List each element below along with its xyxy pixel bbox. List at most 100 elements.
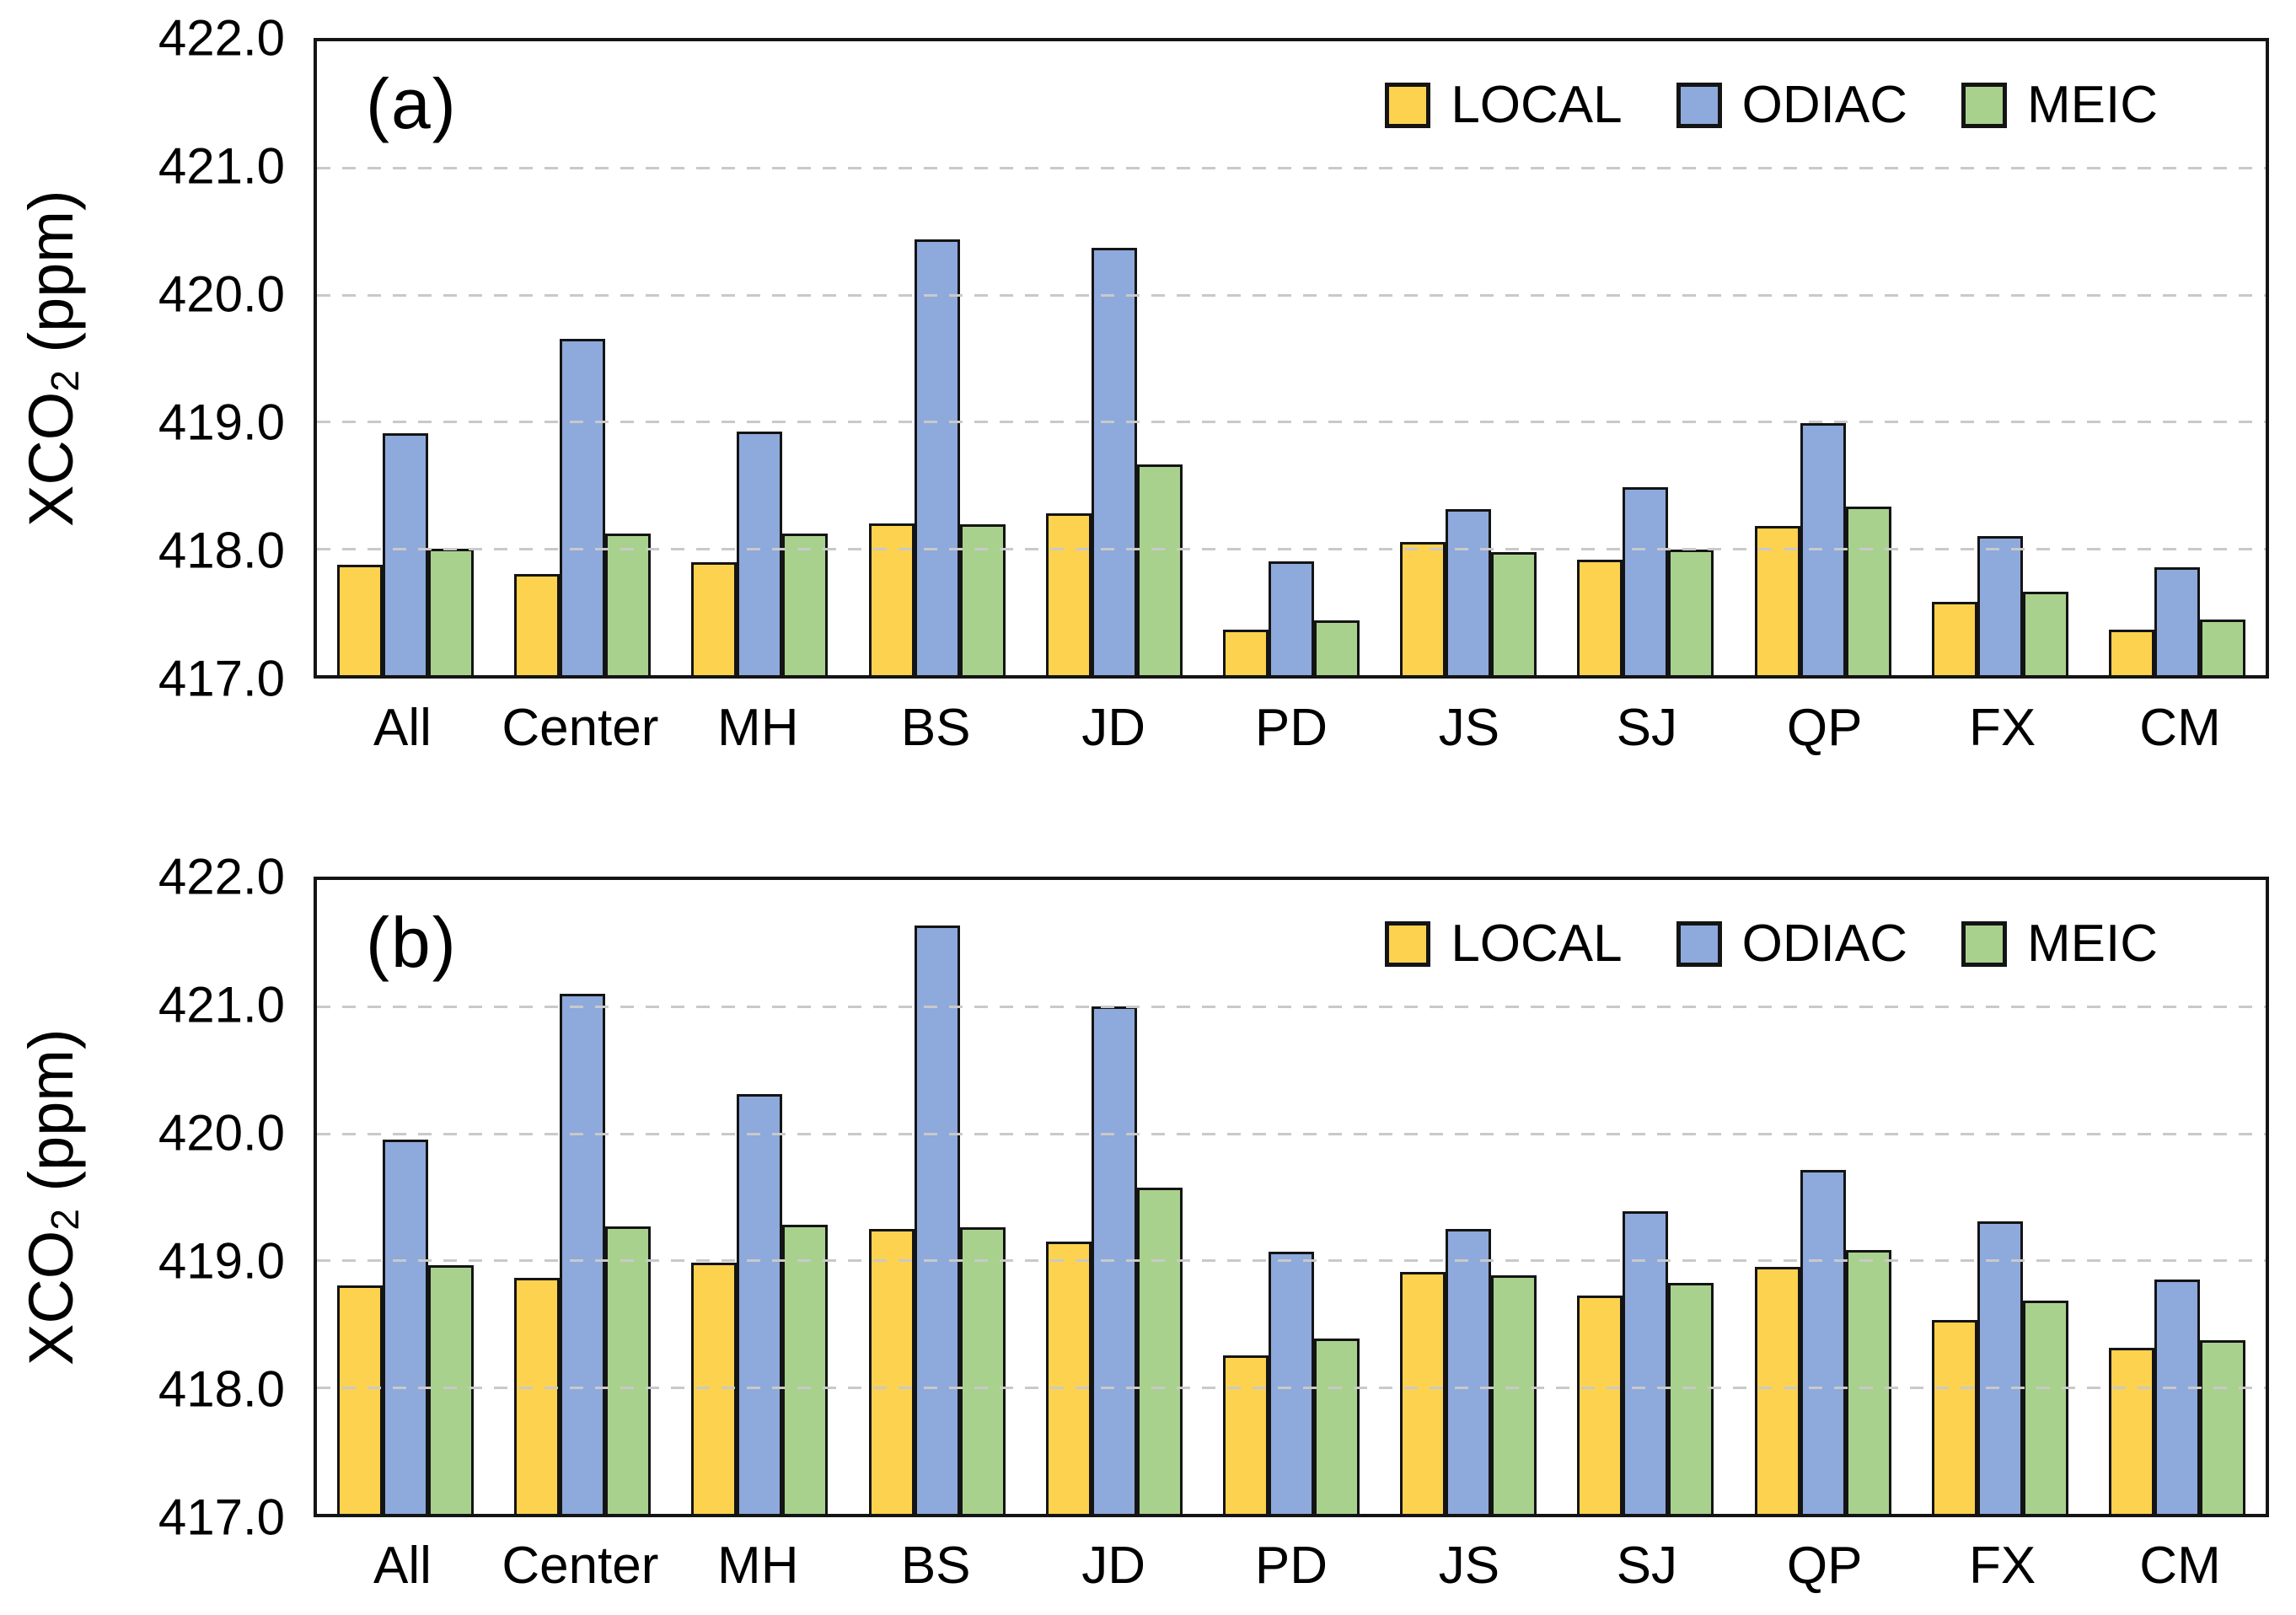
x-axis-ticks: All Center MH BS JD PD JS SJ QP FX CM	[314, 1536, 2269, 1596]
bar-local-mh	[691, 562, 738, 675]
bar-meic-js	[1491, 552, 1537, 675]
panel-b: XCO2 (ppm) 422.0 421.0 420.0 419.0 418.0 417.…	[0, 808, 2296, 1615]
plot-area: (a) LOCAL ODIAC MEIC	[314, 38, 2269, 679]
legend-label: MEIC	[2027, 915, 2158, 973]
bar-local-all	[337, 1285, 384, 1514]
bar-local-bs	[868, 523, 915, 675]
x-tick-label-center: Center	[502, 1537, 659, 1595]
gridline	[317, 1386, 2266, 1389]
bar-odiac-sj	[1623, 487, 1669, 675]
x-tick-label-pd: PD	[1254, 1537, 1328, 1595]
bar-meic-cm	[2199, 1339, 2245, 1514]
bar-local-fx	[1931, 1319, 1977, 1514]
legend-label: ODIAC	[1741, 76, 1907, 134]
bar-meic-js	[1491, 1275, 1537, 1514]
bar-meic-pd	[1314, 620, 1360, 675]
x-tick-label-center: Center	[502, 699, 659, 757]
panel-a: XCO2 (ppm) 422.0 421.0 420.0 419.0 418.0 417.…	[16, 10, 2269, 757]
bar-odiac-sj	[1623, 1210, 1669, 1514]
plot-area: (b) LOCAL ODIAC MEIC	[314, 877, 2269, 1517]
bar-meic-pd	[1314, 1339, 1360, 1514]
bar-meic-cm	[2199, 619, 2245, 675]
bar-meic-qp	[1845, 1250, 1891, 1514]
y-tick-label: 418.0	[158, 522, 285, 579]
x-tick-label-mh: MH	[717, 1537, 799, 1595]
y-tick-label: 422.0	[158, 848, 285, 905]
bar-odiac-fx	[1977, 535, 2023, 675]
bar-group-center	[494, 880, 671, 1514]
bar-group-pd	[1203, 880, 1380, 1514]
bar-local-cm	[2108, 629, 2154, 675]
bar-odiac-bs	[914, 926, 960, 1514]
bar-local-center	[514, 1278, 561, 1514]
legend-item-meic: MEIC	[1961, 75, 2158, 135]
legend-swatch-odiac	[1676, 82, 1722, 128]
x-tick-label-cm: CM	[2139, 699, 2221, 757]
legend-swatch-meic	[1961, 82, 2007, 128]
y-tick-label: 418.0	[158, 1360, 285, 1418]
bar-group-pd	[1203, 41, 1380, 675]
bar-group-all	[317, 41, 494, 675]
panel-label: (a)	[366, 64, 458, 143]
y-axis-ticks: 422.0 421.0 420.0 419.0 418.0 417.0	[51, 10, 303, 707]
x-tick-label-fx: FX	[1968, 1537, 2036, 1595]
bar-local-center	[514, 573, 561, 675]
x-tick-label-qp: QP	[1786, 1537, 1863, 1595]
bar-odiac-qp	[1800, 1170, 1846, 1514]
y-tick-label: 420.0	[158, 1104, 285, 1162]
bar-meic-jd	[1136, 464, 1183, 675]
gridline	[317, 421, 2266, 424]
bar-group-qp	[1735, 41, 1912, 675]
bar-group-sj	[1557, 41, 1734, 675]
bar-meic-fx	[2022, 591, 2068, 675]
legend-swatch-local	[1385, 920, 1431, 967]
bar-local-js	[1400, 1271, 1446, 1514]
legend-label: MEIC	[2027, 76, 2158, 134]
legend-swatch-local	[1385, 82, 1431, 128]
bar-local-pd	[1223, 1355, 1269, 1514]
bar-odiac-fx	[1977, 1221, 2023, 1514]
bar-meic-mh	[782, 533, 829, 675]
bar-odiac-cm	[2154, 567, 2200, 675]
y-tick-label: 420.0	[158, 266, 285, 323]
bar-local-qp	[1754, 1266, 1800, 1514]
bar-group-fx	[1912, 41, 2089, 675]
bar-odiac-pd	[1269, 561, 1315, 675]
bar-local-js	[1400, 542, 1446, 675]
bar-local-all	[337, 565, 384, 675]
bar-meic-sj	[1668, 550, 1714, 675]
bar-local-jd	[1045, 1241, 1092, 1514]
legend-swatch-meic	[1961, 920, 2007, 967]
bar-local-qp	[1754, 525, 1800, 675]
gridline	[317, 293, 2266, 297]
bar-odiac-center	[560, 994, 606, 1514]
legend-item-odiac: ODIAC	[1676, 75, 1907, 135]
legend-item-odiac: ODIAC	[1676, 914, 1907, 974]
bar-group-qp	[1735, 880, 1912, 1514]
legend-item-local: LOCAL	[1385, 75, 1623, 135]
x-tick-label-pd: PD	[1254, 699, 1328, 757]
bar-group-sj	[1557, 880, 1734, 1514]
y-axis-ticks: 422.0 421.0 420.0 419.0 418.0 417.0	[51, 849, 303, 1546]
bar-odiac-all	[383, 432, 429, 675]
x-tick-label-cm: CM	[2139, 1537, 2221, 1595]
bar-meic-jd	[1136, 1188, 1183, 1514]
x-tick-label-all: All	[373, 699, 432, 757]
y-tick-label: 417.0	[158, 650, 285, 707]
y-tick-label: 421.0	[158, 137, 285, 195]
bar-meic-center	[605, 1226, 652, 1514]
bar-local-bs	[868, 1228, 915, 1514]
bar-group-bs	[849, 880, 1026, 1514]
bar-groups	[317, 41, 2266, 675]
x-tick-label-sj: SJ	[1616, 1537, 1677, 1595]
bar-meic-center	[605, 533, 652, 675]
bar-meic-all	[428, 548, 475, 675]
bar-odiac-js	[1446, 508, 1492, 675]
bar-local-jd	[1045, 512, 1092, 675]
bar-local-fx	[1931, 601, 1977, 675]
panel-label: (b)	[366, 903, 458, 982]
y-tick-label: 419.0	[158, 394, 285, 451]
bar-odiac-bs	[914, 239, 960, 675]
legend-swatch-odiac	[1676, 920, 1722, 967]
